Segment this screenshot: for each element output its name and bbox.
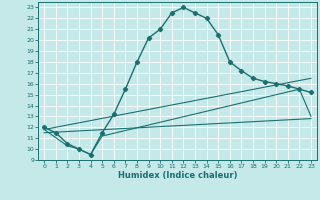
X-axis label: Humidex (Indice chaleur): Humidex (Indice chaleur) <box>118 171 237 180</box>
